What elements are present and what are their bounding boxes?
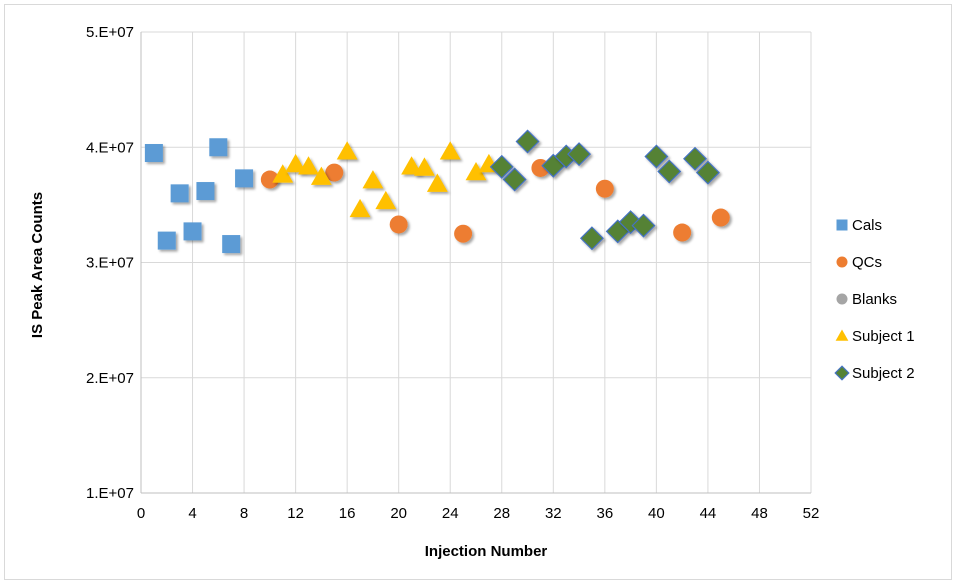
subject-1-legend-label: Subject 1 xyxy=(852,328,915,345)
subject-1-point xyxy=(401,156,423,175)
chart-frame xyxy=(4,4,952,580)
subject-1-point xyxy=(375,190,397,210)
subject-1-legend-marker xyxy=(835,329,849,341)
cals-point xyxy=(157,231,176,250)
qcs-point xyxy=(389,215,408,234)
qcs-point xyxy=(260,170,279,189)
subject-1-point xyxy=(336,141,358,160)
x-tick-labels: 0 4 8 12 16 20 24 28 32 36 40 44 48 52 xyxy=(137,505,820,522)
x-tick-label: 28 xyxy=(493,505,510,522)
y-tick-label: 1.E+07 xyxy=(86,485,134,502)
subject-1-point xyxy=(362,170,384,189)
qcs-legend-marker xyxy=(836,256,848,268)
subject-2-point xyxy=(631,213,656,238)
x-axis-title: Injection Number xyxy=(425,543,548,560)
subject-2-point xyxy=(567,142,592,167)
x-tick-label: 0 xyxy=(137,505,145,522)
qcs-point xyxy=(711,208,730,227)
subject-2-point xyxy=(502,167,527,192)
y-tick-labels: 1.E+07 2.E+07 3.E+07 4.E+07 5.E+07 xyxy=(86,24,134,502)
subject-2-point xyxy=(579,226,604,251)
x-tick-label: 12 xyxy=(287,505,304,522)
blanks-legend-marker xyxy=(836,293,848,305)
x-tick-label: 24 xyxy=(442,505,459,522)
x-tick-label: 40 xyxy=(648,505,665,522)
qcs-point xyxy=(325,163,344,182)
y-tick-label: 3.E+07 xyxy=(86,255,134,272)
gridlines xyxy=(141,31,812,493)
qcs-legend-label: QCs xyxy=(852,254,882,271)
y-tick-label: 2.E+07 xyxy=(86,370,134,387)
x-tick-label: 16 xyxy=(339,505,356,522)
x-tick-label: 32 xyxy=(545,505,562,522)
cals-legend-label: Cals xyxy=(852,217,882,234)
subject-2-point xyxy=(644,144,669,169)
qcs-point xyxy=(595,179,614,198)
cals-point xyxy=(144,144,163,163)
subject-1-point xyxy=(465,162,487,181)
y-tick-label: 4.E+07 xyxy=(86,139,134,156)
x-tick-label: 48 xyxy=(751,505,768,522)
y-tick-label: 5.E+07 xyxy=(86,24,134,41)
blanks-legend-label: Blanks xyxy=(852,291,897,308)
subject-2-legend-marker xyxy=(834,365,850,381)
cals-point xyxy=(235,169,254,188)
subject-1-point xyxy=(310,166,332,185)
qcs-point xyxy=(673,223,692,242)
subject-1-point xyxy=(272,164,294,183)
subject-1-point xyxy=(439,141,461,160)
cals-point xyxy=(183,222,202,241)
cals-legend-marker xyxy=(836,219,848,231)
x-tick-label: 52 xyxy=(803,505,820,522)
subject-2-point xyxy=(683,146,708,171)
x-tick-label: 44 xyxy=(700,505,717,522)
subject-2-point xyxy=(489,154,514,179)
subject-1-point xyxy=(285,153,307,173)
cals-point xyxy=(196,182,215,201)
subject-2-point xyxy=(657,159,682,184)
subject-1-point xyxy=(426,173,448,192)
cals-point xyxy=(222,235,241,254)
x-tick-label: 8 xyxy=(240,505,248,522)
axes xyxy=(140,32,811,494)
subject-2-legend-label: Subject 2 xyxy=(852,365,915,382)
subject-2-point xyxy=(695,160,720,185)
subject-1-point xyxy=(298,156,319,175)
x-tick-label: 4 xyxy=(188,505,196,522)
legend: Cals QCs Blanks Subject 1 Subject 2 xyxy=(834,217,915,382)
subject-1-point xyxy=(414,157,435,176)
cals-point xyxy=(170,184,189,203)
y-axis-title: IS Peak Area Counts xyxy=(29,192,46,338)
cals-point xyxy=(209,138,228,157)
qcs-point xyxy=(454,224,473,243)
data-markers xyxy=(144,129,730,254)
subject-2-point xyxy=(515,129,540,154)
x-tick-label: 36 xyxy=(597,505,614,522)
subject-1-point xyxy=(349,198,371,218)
x-tick-label: 20 xyxy=(390,505,407,522)
